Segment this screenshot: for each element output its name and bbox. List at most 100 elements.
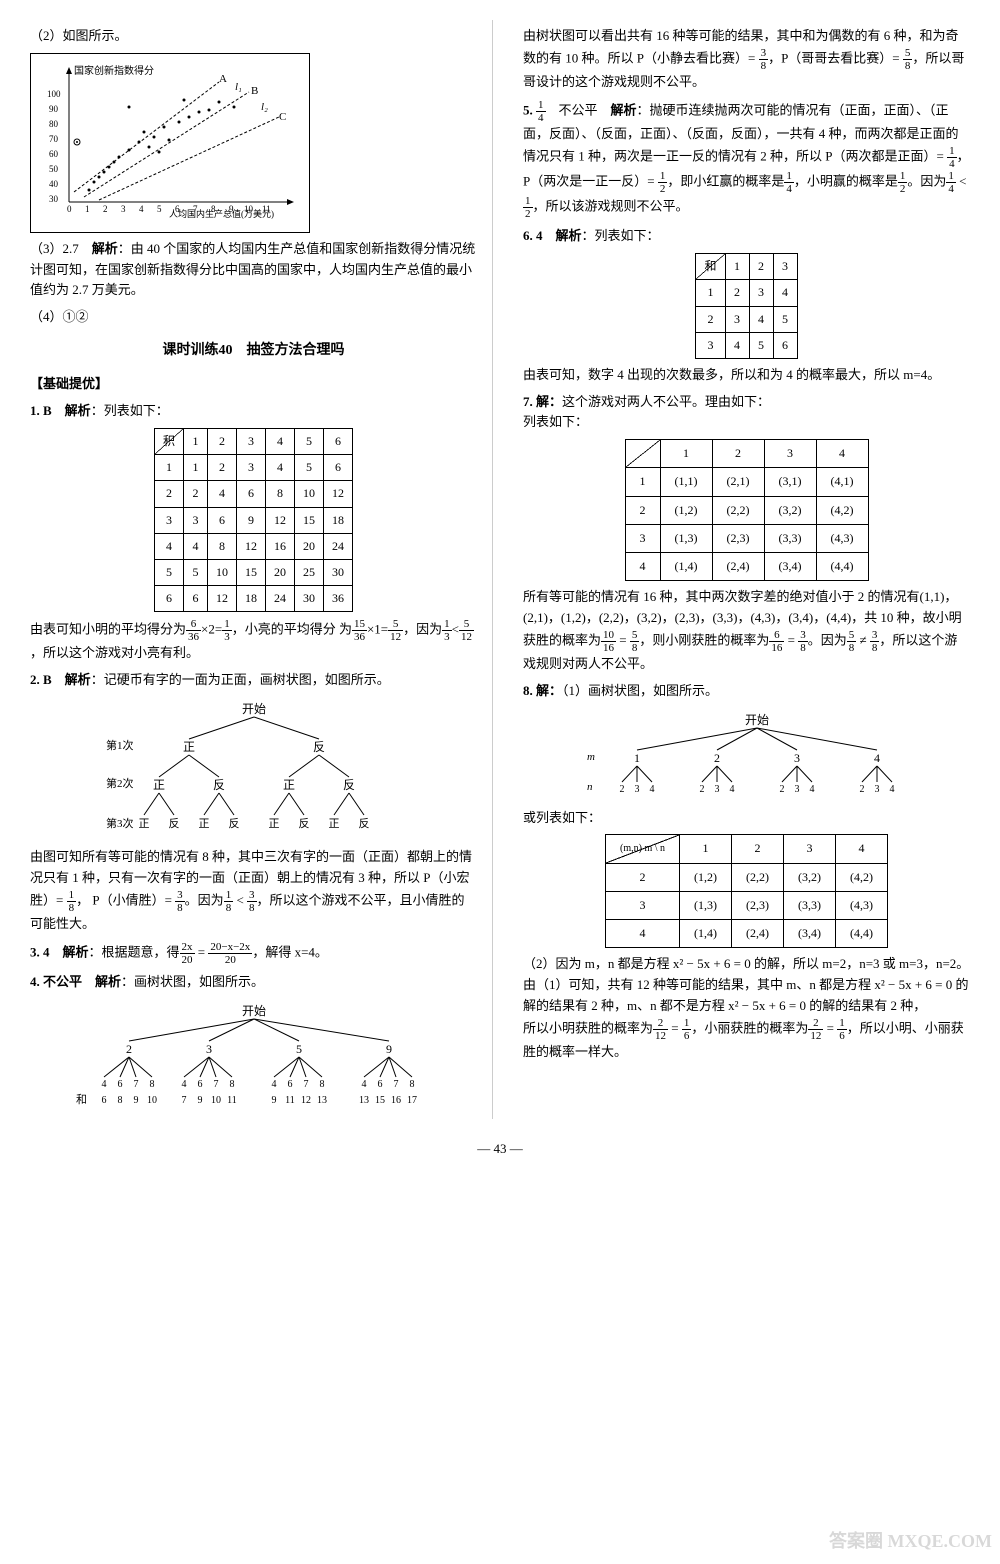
svg-text:9: 9	[386, 1042, 392, 1056]
svg-text:3: 3	[121, 204, 126, 214]
svg-text:4: 4	[139, 204, 144, 214]
svg-text:8: 8	[211, 204, 216, 214]
q7-text: 所有等可能的情况有 16 种，其中两次数字差的绝对值小于 2 的情况有(1,1)…	[523, 587, 970, 675]
table-6: 和123 1234 2345 3456	[695, 253, 797, 359]
item-3: （3）2.7 解析：由 40 个国家的人均国内生产总值和国家创新指数得分情况统计…	[30, 239, 477, 301]
q1: 1. B 解析：列表如下：	[30, 401, 477, 422]
q7: 7. 解：这个游戏对两人不公平。理由如下： 列表如下：	[523, 392, 970, 434]
q2-text: 由图可知所有等可能的情况有 8 种，其中三次有字的一面（正面）都朝上的情况只有 …	[30, 847, 477, 935]
svg-text:5: 5	[296, 1042, 302, 1056]
svg-text:4: 4	[101, 1079, 106, 1090]
svg-text:3: 3	[634, 784, 639, 795]
svg-text:8: 8	[319, 1079, 324, 1090]
svg-text:n: n	[587, 781, 593, 793]
svg-text:8: 8	[117, 1095, 122, 1106]
svg-text:开始: 开始	[241, 702, 265, 716]
q5: 5. 14 不公平 解析：抛硬币连续抛两次可能的情况有（正面，正面）、（正面，反…	[523, 99, 970, 221]
svg-text:4: 4	[649, 784, 654, 795]
scatter-chart: 国家创新指数得分 人均国内生产总值(万美元) 3040 5060 7080 90…	[30, 53, 310, 233]
svg-text:B: B	[251, 85, 258, 97]
svg-text:15: 15	[375, 1095, 385, 1106]
svg-text:7: 7	[393, 1079, 398, 1090]
svg-text:10: 10	[244, 204, 254, 214]
svg-text:1: 1	[634, 751, 640, 765]
svg-text:2: 2	[126, 1042, 132, 1056]
svg-text:2: 2	[859, 784, 864, 795]
svg-text:9: 9	[197, 1095, 202, 1106]
right-column: 由树状图可以看出共有 16 种等可能的结果，其中和为偶数的有 6 种，和为奇数的…	[523, 20, 970, 1119]
svg-text:正: 正	[282, 778, 294, 792]
svg-text:4: 4	[361, 1079, 366, 1090]
left-column: （2）如图所示。 国家创新指数得分 人均国内生产总值(万美元) 3040 506…	[30, 20, 493, 1119]
svg-text:50: 50	[49, 164, 59, 174]
svg-text:5: 5	[157, 204, 162, 214]
svg-text:13: 13	[317, 1095, 327, 1106]
item-2: （2）如图所示。	[30, 26, 477, 47]
svg-text:正: 正	[152, 778, 164, 792]
svg-text:反: 反	[342, 778, 354, 792]
svg-text:2: 2	[714, 751, 720, 765]
svg-text:30: 30	[49, 194, 59, 204]
svg-text:7: 7	[213, 1079, 218, 1090]
svg-text:4: 4	[271, 1079, 276, 1090]
watermark: 答案圈 MXQE.COM	[829, 1527, 992, 1556]
svg-text:1: 1	[85, 204, 90, 214]
svg-text:开始: 开始	[744, 713, 768, 727]
svg-text:12: 12	[301, 1095, 311, 1106]
svg-text:l₁: l₁	[235, 81, 242, 93]
q8: 8. 解：（1）画树状图，如图所示。	[523, 681, 970, 702]
section-title-40: 课时训练40 抽签方法合理吗	[30, 340, 477, 362]
svg-text:l₂: l₂	[261, 101, 268, 113]
svg-text:6: 6	[287, 1079, 292, 1090]
svg-text:10: 10	[211, 1095, 221, 1106]
svg-text:3: 3	[794, 751, 800, 765]
svg-text:3: 3	[794, 784, 799, 795]
svg-text:第3次: 第3次	[106, 816, 134, 830]
svg-text:6: 6	[117, 1079, 122, 1090]
svg-text:2: 2	[619, 784, 624, 795]
q6: 6. 4 解析：列表如下：	[523, 226, 970, 247]
tree-1: 开始 第1次 正反 第2次 正反 正反 第3次 正反 正反 正反 正反	[30, 699, 477, 839]
svg-text:开始: 开始	[241, 1004, 265, 1018]
svg-text:正: 正	[182, 740, 194, 754]
svg-text:8: 8	[229, 1079, 234, 1090]
svg-text:2: 2	[779, 784, 784, 795]
svg-text:反: 反	[168, 817, 179, 830]
svg-text:4: 4	[181, 1079, 186, 1090]
q6-text: 由表可知，数字 4 出现的次数最多，所以和为 4 的概率最大，所以 m=4。	[523, 365, 970, 386]
svg-text:17: 17	[407, 1095, 417, 1106]
q1-text: 由表可知小明的平均得分为636×2=13，小亮的平均得分 为1536×1=512…	[30, 618, 477, 664]
svg-text:4: 4	[729, 784, 734, 795]
svg-text:90: 90	[49, 104, 59, 114]
svg-text:80: 80	[49, 119, 59, 129]
q3: 3. 4 解析：根据题意，得2x20 = 20−x−2x20，解得 x=4。	[30, 941, 477, 966]
svg-text:9: 9	[133, 1095, 138, 1106]
svg-text:正: 正	[268, 818, 279, 830]
q4: 4. 不公平 解析：画树状图，如图所示。	[30, 972, 477, 993]
svg-text:2: 2	[699, 784, 704, 795]
table-7: 1234 1(1,1)(2,1)(3,1)(4,1) 2(1,2)(2,2)(3…	[625, 439, 869, 581]
svg-text:第1次: 第1次	[106, 738, 134, 752]
svg-text:0: 0	[67, 204, 72, 214]
svg-text:2: 2	[103, 204, 108, 214]
svg-text:6: 6	[197, 1079, 202, 1090]
svg-text:第2次: 第2次	[106, 776, 134, 790]
q2: 2. B 解析：记硬币有字的一面为正面，画树状图，如图所示。	[30, 670, 477, 691]
svg-text:9: 9	[229, 204, 234, 214]
chart-ylabel: 国家创新指数得分	[74, 64, 154, 77]
svg-text:C: C	[279, 111, 286, 123]
svg-text:7: 7	[303, 1079, 308, 1090]
svg-text:10: 10	[147, 1095, 157, 1106]
svg-text:4: 4	[809, 784, 814, 795]
svg-text:和: 和	[76, 1093, 87, 1106]
svg-text:70: 70	[49, 134, 59, 144]
svg-text:正: 正	[198, 818, 209, 830]
svg-text:7: 7	[133, 1079, 138, 1090]
svg-text:4: 4	[874, 751, 880, 765]
svg-text:6: 6	[101, 1095, 106, 1106]
svg-text:100: 100	[47, 89, 61, 99]
svg-text:7: 7	[193, 204, 198, 214]
svg-text:7: 7	[181, 1095, 186, 1106]
svg-text:8: 8	[149, 1079, 154, 1090]
svg-text:11: 11	[227, 1095, 237, 1106]
